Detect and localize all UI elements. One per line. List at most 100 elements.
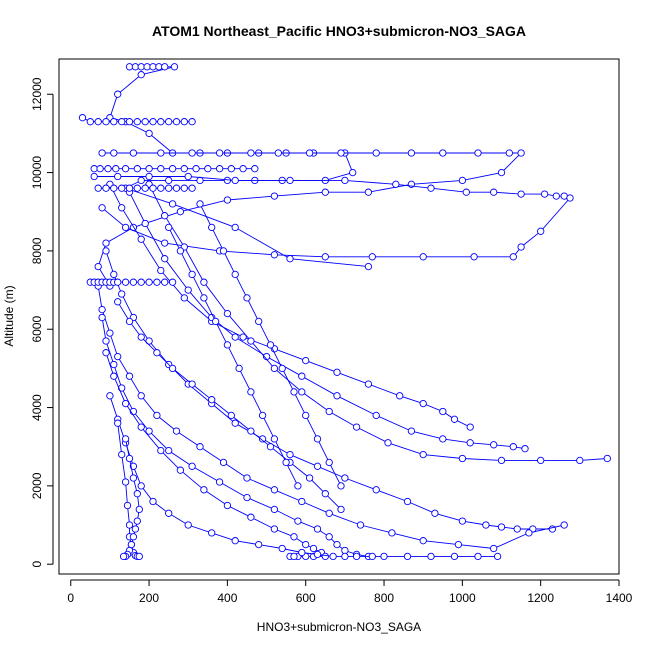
- y-tick-label: 12000: [30, 77, 44, 111]
- chart-title: ATOM1 Northeast_Pacific HNO3+submicron-N…: [152, 23, 526, 39]
- data-point: [114, 352, 122, 361]
- data-point: [302, 540, 310, 549]
- x-tick-label: 200: [139, 591, 159, 605]
- y-tick-label: 10000: [30, 156, 44, 190]
- data-point: [337, 505, 345, 514]
- data-point: [165, 509, 173, 517]
- data-point: [341, 176, 349, 185]
- data-point: [200, 278, 208, 286]
- plot-frame: [58, 58, 620, 575]
- data-point: [94, 184, 102, 192]
- data-point: [102, 118, 110, 126]
- data-point: [540, 190, 549, 198]
- series-1: [106, 63, 373, 271]
- data-point: [172, 184, 181, 192]
- data-point: [352, 423, 361, 431]
- data-point: [114, 298, 122, 306]
- data-point: [188, 270, 196, 279]
- data-point: [106, 392, 114, 400]
- data-point: [372, 486, 380, 494]
- data-point: [184, 172, 192, 181]
- series-layer: [78, 63, 611, 561]
- data-point: [474, 552, 482, 561]
- data-point: [313, 525, 322, 533]
- data-point: [184, 286, 192, 294]
- data-point: [341, 552, 349, 561]
- data-point: [352, 552, 361, 561]
- data-point: [513, 525, 521, 533]
- data-point: [325, 407, 333, 416]
- series-6: [145, 180, 611, 465]
- data-point: [98, 313, 106, 322]
- data-point: [298, 497, 306, 506]
- data-point: [114, 90, 122, 98]
- data-point: [208, 223, 216, 232]
- data-point: [337, 482, 345, 490]
- data-point: [102, 337, 110, 345]
- data-point: [98, 305, 106, 314]
- data-point: [227, 165, 235, 173]
- y-axis: 0 2000 4000 6000 8000 10000 12000: [30, 77, 54, 568]
- data-point: [223, 176, 232, 185]
- data-point: [290, 388, 298, 396]
- series-18: [114, 298, 345, 514]
- data-point: [135, 552, 143, 561]
- data-point: [118, 290, 126, 298]
- data-point: [161, 212, 169, 220]
- data-point: [141, 118, 149, 126]
- y-tick-label: 8000: [30, 237, 44, 264]
- data-point: [497, 168, 506, 177]
- data-point: [349, 168, 357, 177]
- data-point: [168, 364, 177, 373]
- data-point: [521, 445, 529, 453]
- data-point: [325, 458, 333, 467]
- data-point: [110, 118, 118, 126]
- data-point: [313, 550, 322, 559]
- data-point: [200, 486, 208, 494]
- data-point: [231, 333, 239, 341]
- data-point: [114, 172, 122, 181]
- data-point: [180, 294, 188, 302]
- data-point: [255, 540, 263, 549]
- data-point: [274, 149, 282, 157]
- data-point: [497, 523, 506, 531]
- data-point: [161, 278, 169, 286]
- data-point: [137, 176, 145, 185]
- data-point: [286, 255, 294, 263]
- data-point: [98, 204, 106, 212]
- data-point: [270, 364, 279, 373]
- data-point: [110, 270, 118, 279]
- data-point: [196, 443, 204, 451]
- data-point: [223, 309, 232, 318]
- x-axis-label: HNO3+submicron-NO3_SAGA: [257, 620, 421, 634]
- data-point: [127, 540, 136, 549]
- x-tick-label: 0: [67, 591, 74, 605]
- data-point: [121, 278, 130, 286]
- series-12: [114, 419, 143, 561]
- data-point: [490, 544, 498, 553]
- data-point: [576, 456, 584, 465]
- data-point: [161, 255, 169, 263]
- data-point: [223, 501, 232, 510]
- data-point: [380, 552, 388, 561]
- data-point: [509, 443, 517, 451]
- series-16: [94, 184, 196, 192]
- series-20: [196, 200, 345, 490]
- data-point: [239, 333, 247, 341]
- data-point: [294, 482, 302, 490]
- series-line: [101, 317, 498, 557]
- series-line: [117, 301, 342, 510]
- data-point: [286, 450, 294, 459]
- data-point: [294, 517, 302, 525]
- data-point: [133, 184, 141, 192]
- data-point: [290, 533, 298, 541]
- series-line: [97, 286, 565, 549]
- data-point: [200, 294, 208, 302]
- data-point: [270, 525, 279, 533]
- data-point: [165, 176, 173, 185]
- data-point: [302, 411, 310, 420]
- data-point: [482, 521, 490, 529]
- data-point: [235, 364, 243, 373]
- data-point: [133, 490, 141, 498]
- data-point: [188, 118, 196, 126]
